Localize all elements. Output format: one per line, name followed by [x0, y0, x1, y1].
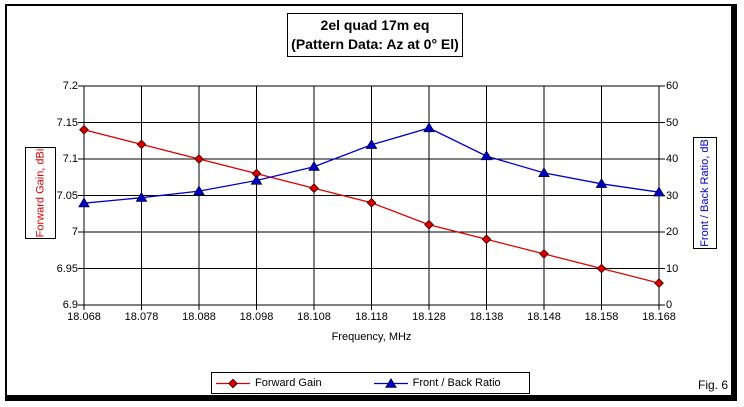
legend-entry-forward-gain: Forward Gain — [216, 377, 322, 389]
left-y-tick-label: 7.15 — [56, 116, 78, 129]
diamond-data-point-marker — [136, 139, 147, 150]
legend-entry-front-back-ratio: Front / Back Ratio — [373, 377, 501, 389]
diamond-data-point-marker — [366, 197, 377, 208]
diamond-marker-icon — [228, 378, 238, 388]
right-y-tick-label: 20 — [666, 226, 679, 238]
triangle-data-point-marker — [538, 167, 550, 177]
x-tick-label: 18.068 — [67, 311, 101, 323]
x-tick-label: 18.088 — [182, 311, 216, 323]
diamond-data-point-marker — [481, 234, 492, 245]
left-axis-title-box: Forward Gain, dBi — [25, 147, 56, 239]
chart-title-box: 2el quad 17m eq (Pattern Data: Az at 0° … — [287, 13, 463, 57]
triangle-data-point-marker — [308, 160, 320, 171]
x-tick-label: 18.148 — [527, 311, 561, 323]
triangle-data-point-marker — [250, 174, 263, 185]
legend-label-forward-gain: Forward Gain — [255, 377, 322, 389]
forward-gain-line-symbol — [216, 378, 250, 388]
diamond-data-point-marker — [194, 154, 204, 164]
legend: Forward Gain Front / Back Ratio — [211, 372, 530, 394]
x-tick-label: 18.108 — [297, 311, 331, 323]
left-y-tick-label: 7.2 — [62, 80, 78, 92]
x-tick-label: 18.078 — [124, 311, 159, 323]
figure-caption: Fig. 6 — [697, 378, 728, 392]
left-y-tick-label: 7 — [71, 226, 78, 238]
x-tick-label: 18.158 — [584, 311, 619, 323]
x-axis-title: Frequency, MHz — [331, 331, 412, 343]
triangle-data-point-marker — [78, 197, 90, 208]
diamond-data-point-marker — [539, 248, 549, 259]
left-y-tick-label: 6.95 — [56, 262, 78, 275]
x-tick-label: 18.098 — [239, 311, 274, 323]
left-axis-title: Forward Gain, dBi — [34, 148, 47, 238]
right-y-tick-label: 10 — [666, 262, 679, 275]
triangle-data-point-marker — [365, 138, 378, 149]
plot-area — [78, 85, 665, 310]
chart-title: 2el quad 17m eq — [320, 17, 430, 33]
right-y-tick-label: 60 — [666, 80, 679, 92]
diamond-data-point-marker — [309, 183, 319, 194]
left-y-tick-label: 6.9 — [62, 299, 78, 311]
x-tick-label: 18.118 — [355, 311, 388, 323]
triangle-data-point-marker — [193, 185, 205, 196]
diamond-data-point-marker — [424, 219, 434, 230]
triangle-marker-icon — [384, 377, 397, 388]
front-back-line-symbol — [373, 377, 408, 388]
triangle-data-point-marker — [595, 178, 608, 188]
triangle-data-point-marker — [423, 122, 435, 133]
figure-frame — [5, 4, 737, 401]
right-y-tick-label: 40 — [666, 153, 679, 165]
triangle-data-point-marker — [480, 150, 493, 161]
left-y-tick-label: 7.05 — [56, 189, 78, 202]
triangle-data-point-marker — [135, 191, 148, 202]
diamond-data-point-marker — [79, 124, 89, 135]
left-y-tick-label: 7.1 — [62, 153, 78, 165]
right-y-tick-label: 30 — [666, 189, 679, 202]
diamond-data-point-marker — [596, 263, 607, 274]
x-tick-label: 18.128 — [412, 311, 446, 323]
x-tick-label: 18.168 — [642, 311, 676, 323]
diamond-data-point-marker — [654, 278, 664, 289]
right-axis-title-box: Front / Back Ratio, dB — [693, 137, 717, 249]
legend-label-front-back-ratio: Front / Back Ratio — [412, 377, 501, 389]
x-tick-label: 18.138 — [469, 311, 504, 323]
chart-subtitle: (Pattern Data: Az at 0° El) — [291, 36, 459, 52]
right-axis-title: Front / Back Ratio, dB — [699, 139, 712, 247]
right-y-tick-label: 50 — [666, 116, 679, 129]
triangle-data-point-marker — [653, 186, 665, 197]
right-y-tick-label: 0 — [666, 299, 673, 311]
